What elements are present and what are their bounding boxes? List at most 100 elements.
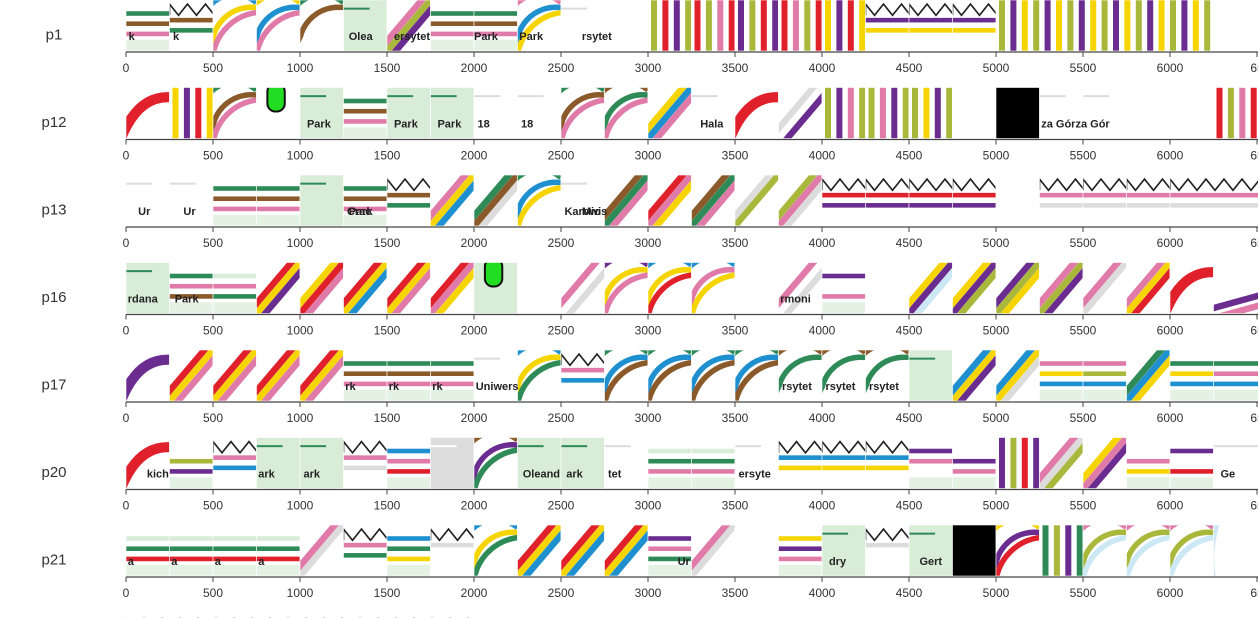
x-tick-label: 4500 [896, 586, 923, 600]
image-tile [908, 87, 953, 139]
image-tile [778, 87, 823, 139]
x-tick-label: 6000 [1157, 149, 1184, 163]
image-tile [256, 0, 301, 52]
image-tile [430, 174, 475, 227]
image-tile [560, 437, 605, 489]
tile-text: 18 [521, 119, 533, 131]
image-tile [604, 174, 649, 227]
image-tile [1039, 174, 1084, 227]
x-tick-label: 500 [203, 324, 223, 338]
x-tick-label: 6000 [1157, 324, 1184, 338]
image-tile [778, 524, 823, 577]
image-tile [1126, 174, 1171, 227]
image-tile [604, 0, 649, 52]
x-tick-label: 2500 [548, 499, 575, 513]
tile-text: tet [608, 469, 622, 481]
image-tile [821, 262, 866, 314]
image-tile [604, 437, 649, 489]
image-tile [778, 262, 823, 314]
image-tile [995, 174, 1040, 227]
image-tile [865, 0, 910, 52]
image-tile [560, 174, 605, 227]
image-tile [386, 437, 431, 489]
image-tile [560, 87, 605, 139]
image-tile [995, 0, 1216, 52]
image-strip: kich ark ark Oleand ark tet ersyte Ge [126, 437, 1258, 489]
x-tick-label: 0 [123, 236, 130, 250]
image-tile [560, 614, 692, 618]
tile-text: k [173, 31, 180, 43]
x-tick-label: 1000 [287, 586, 314, 600]
x-tick-label: 65 [1250, 324, 1258, 338]
x-tick-label: 500 [203, 61, 223, 75]
image-tile [908, 174, 953, 227]
image-tile [734, 174, 779, 227]
image-tile [1082, 87, 1127, 139]
x-tick-label: 65 [1250, 149, 1258, 163]
image-tile [952, 524, 997, 577]
image-tile [1082, 524, 1127, 577]
image-tile [691, 174, 736, 227]
x-tick-label: 1000 [287, 324, 314, 338]
image-tile [821, 87, 866, 139]
rows-layer: p1 k k Olea ersytet Park Park rsytet 0 500 1000 150… [41, 0, 1258, 618]
x-tick-label: 3000 [635, 236, 662, 250]
image-tile [299, 349, 344, 402]
x-tick-label: 6000 [1157, 586, 1184, 600]
image-tile [386, 262, 431, 314]
image-tile [865, 262, 910, 314]
row-label: p12 [41, 114, 66, 131]
image-tile [952, 262, 997, 314]
image-tile [473, 437, 518, 489]
image-tile [126, 174, 170, 227]
image-tile [691, 262, 736, 314]
x-tick-label: 6000 [1157, 61, 1184, 75]
tile-text: Crac [347, 206, 371, 218]
x-tick-label: 3500 [722, 236, 749, 250]
image-tile [256, 174, 301, 227]
image-tile [1169, 174, 1258, 227]
tile-text: Olea [349, 31, 374, 43]
image-tile [952, 0, 997, 52]
tile-text: a [171, 556, 178, 568]
image-tile [908, 0, 953, 52]
tile-text: Hala [700, 119, 724, 131]
image-tile [865, 524, 910, 577]
row-label: p21 [41, 552, 66, 569]
image-tile [1126, 87, 1214, 139]
image-tile [169, 349, 214, 402]
image-tile [647, 0, 692, 52]
x-tick-label: 5500 [1070, 586, 1097, 600]
row-p21: p21 a a a a Ur dry Gert 0 500 1000 1500 2000 2500 3000… [41, 524, 1258, 600]
x-tick-label: 0 [123, 586, 130, 600]
image-tile [473, 87, 518, 139]
tile-text: a [128, 556, 135, 568]
image-tile [647, 87, 692, 139]
tile-text: 18 [477, 119, 489, 131]
x-tick-label: 2500 [548, 324, 575, 338]
x-tick-label: 4000 [809, 324, 836, 338]
image-tile [517, 524, 562, 577]
x-tick-label: 0 [123, 411, 130, 425]
row-p20: p20 kich ark ark Oleand ark tet ersyte Ge 0 500 100… [41, 437, 1258, 513]
x-tick-label: 5000 [983, 324, 1010, 338]
x-tick-label: 500 [203, 149, 223, 163]
image-tile [691, 0, 736, 52]
image-tile [473, 262, 518, 314]
x-tick-label: 5000 [983, 586, 1010, 600]
x-tick-label: 1000 [287, 149, 314, 163]
image-tile [517, 437, 562, 489]
image-tile [778, 437, 823, 489]
tile-text: rk [345, 381, 356, 393]
tile-text: kich [147, 469, 169, 481]
image-tile [430, 437, 475, 489]
image-tile [169, 524, 214, 577]
x-tick-label: 500 [203, 411, 223, 425]
x-tick-label: 2000 [461, 149, 488, 163]
image-tile [343, 437, 388, 489]
x-tick-label: 1500 [374, 324, 401, 338]
tile-text: dry [829, 556, 847, 568]
x-tick-label: 1500 [374, 499, 401, 513]
image-tile [1169, 262, 1214, 314]
